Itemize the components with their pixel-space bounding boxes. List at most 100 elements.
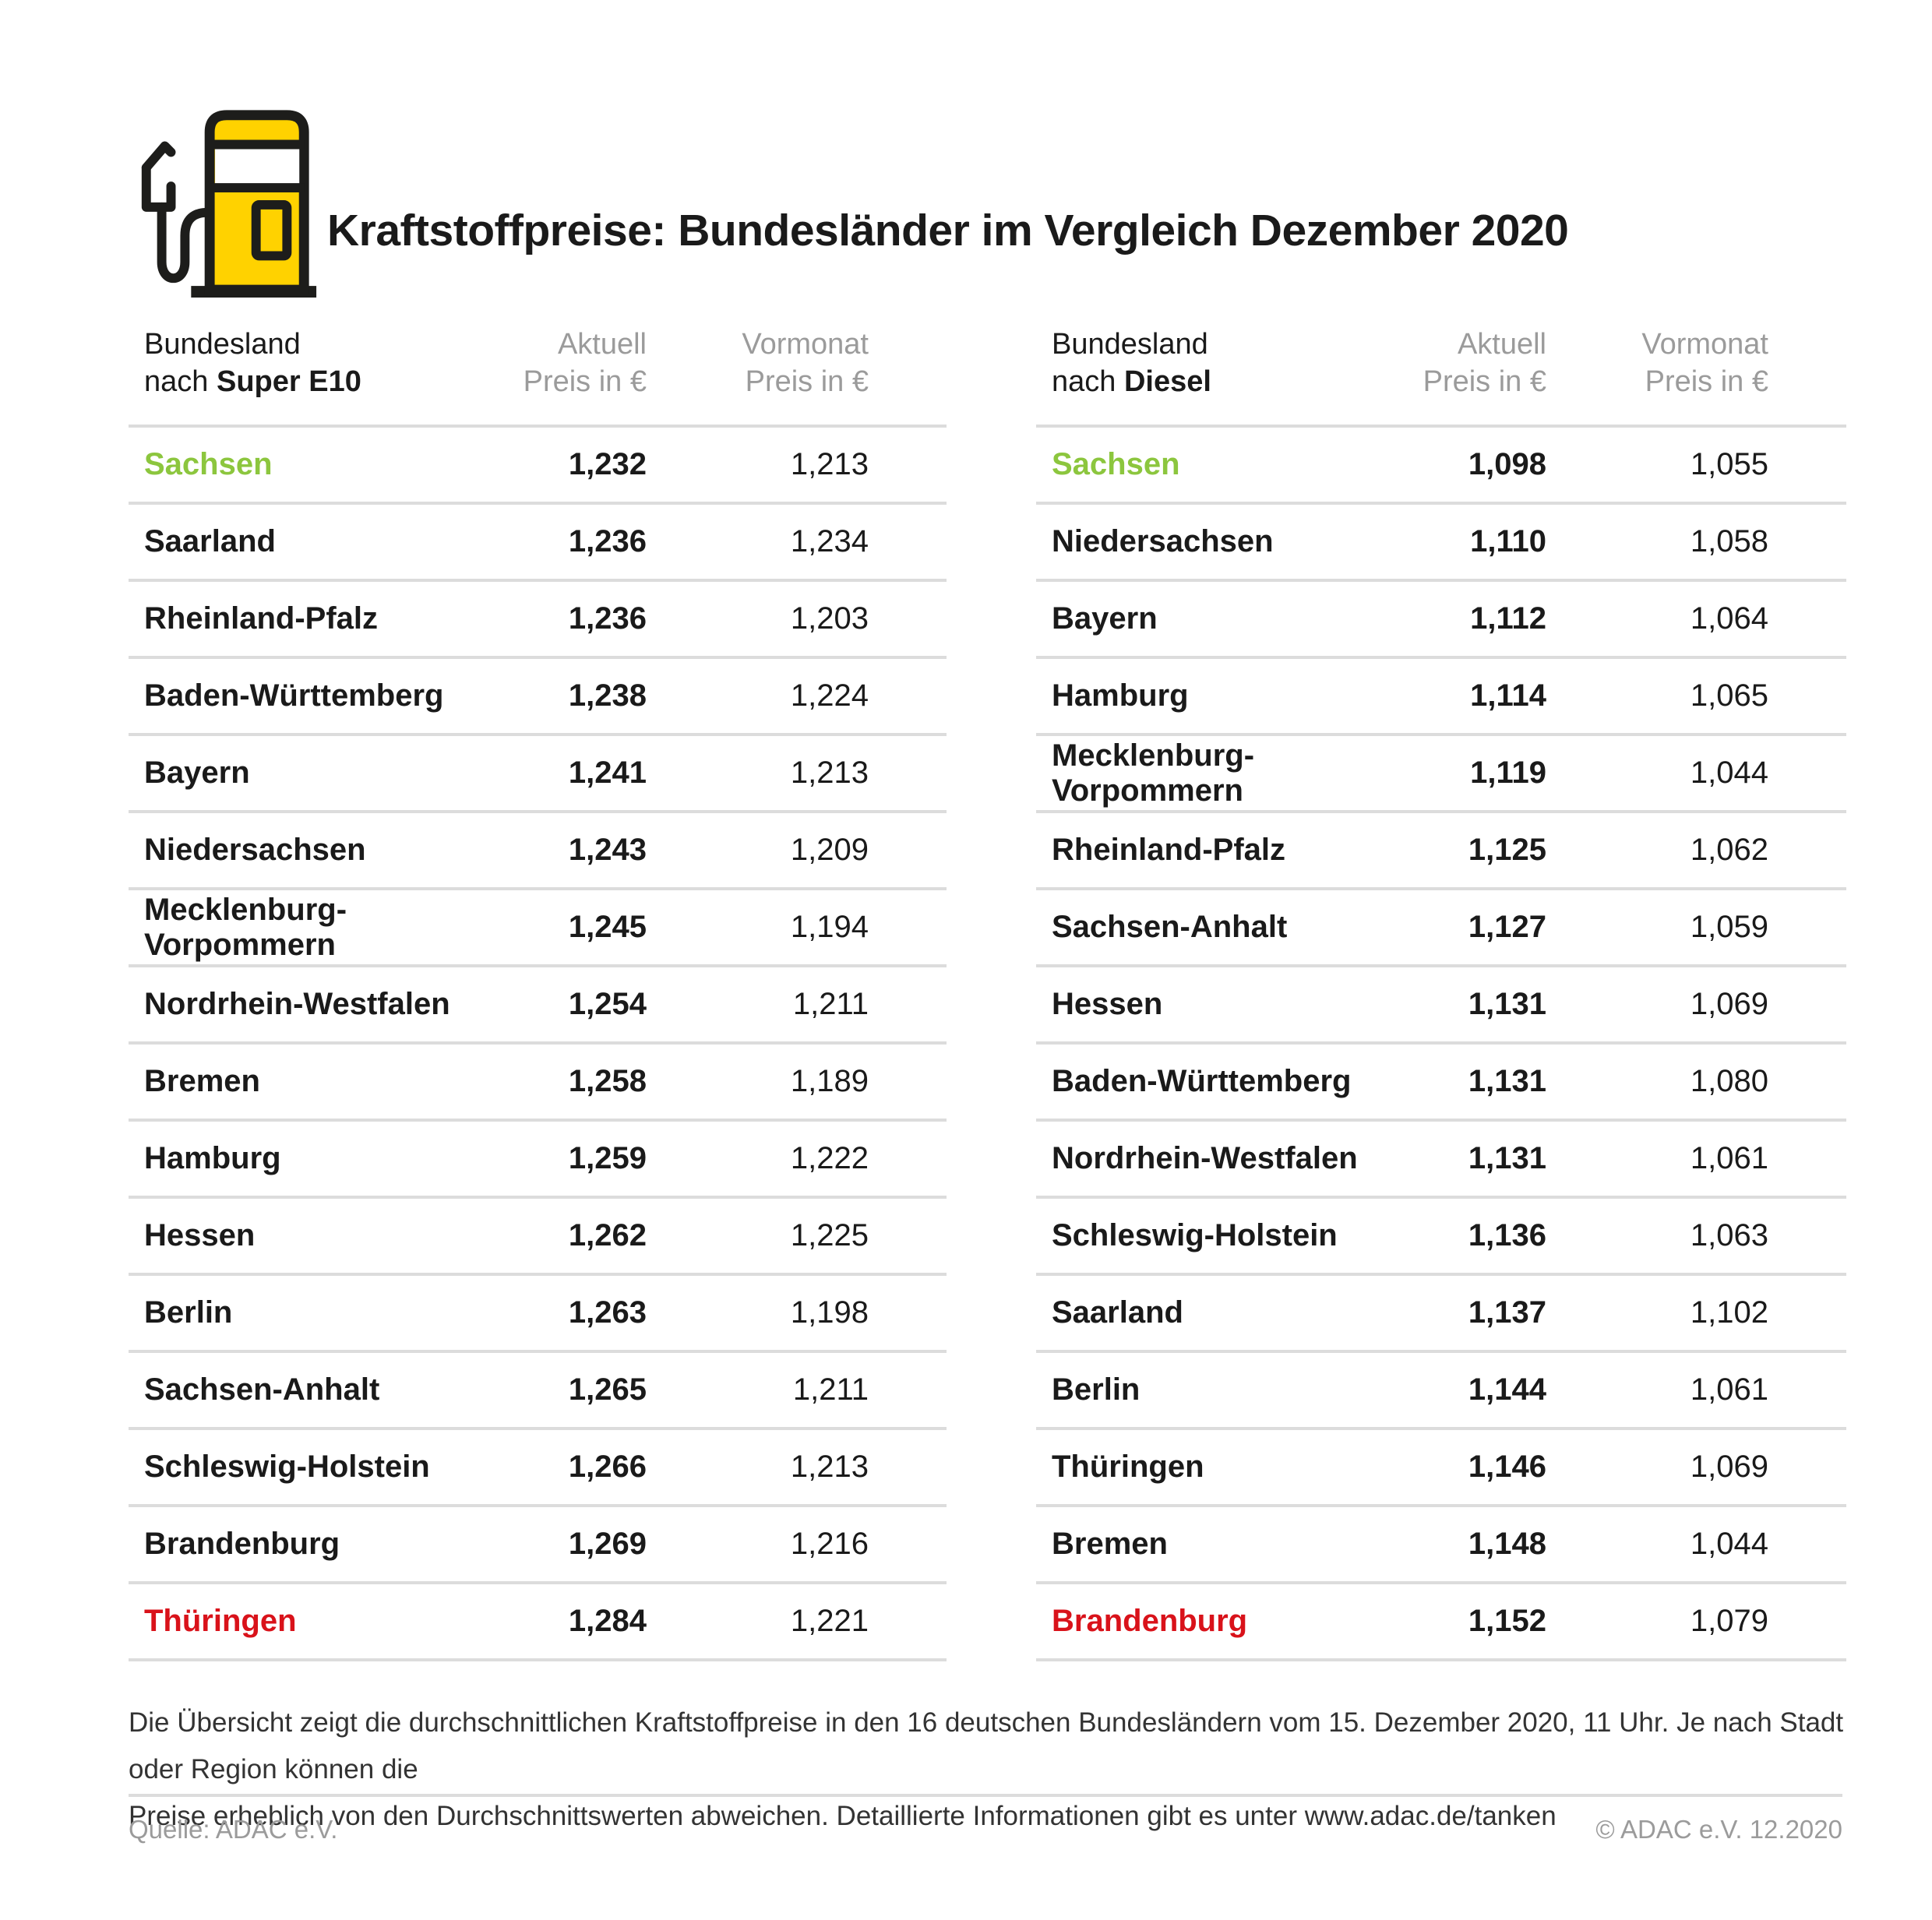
land-name: Nordrhein-Westfalen bbox=[1052, 1141, 1358, 1175]
vormonat-value: 1,211 bbox=[792, 987, 869, 1021]
aktuell-value: 1,232 bbox=[568, 447, 647, 481]
vormonat-value: 1,194 bbox=[790, 910, 869, 944]
table-row: Niedersachsen 1,110 1,058 bbox=[1036, 505, 1846, 582]
land-name: Bayern bbox=[1052, 601, 1158, 636]
table-row: Sachsen-Anhalt 1,127 1,059 bbox=[1036, 890, 1846, 967]
land-name: Hessen bbox=[144, 1218, 256, 1252]
vormonat-value: 1,222 bbox=[790, 1141, 869, 1175]
fuel-type-label: Super E10 bbox=[216, 365, 361, 398]
table-row: Rheinland-Pfalz 1,125 1,062 bbox=[1036, 813, 1846, 890]
vormonat-value: 1,211 bbox=[792, 1372, 869, 1407]
vormonat-value: 1,059 bbox=[1690, 910, 1768, 944]
aktuell-value: 1,254 bbox=[568, 987, 647, 1021]
vormonat-value: 1,213 bbox=[790, 447, 869, 481]
land-name: Mecklenburg-Vorpommern bbox=[144, 892, 347, 962]
land-name: Hamburg bbox=[144, 1141, 281, 1175]
vormonat-value: 1,065 bbox=[1690, 678, 1768, 713]
land-name: Schleswig-Holstein bbox=[144, 1450, 430, 1484]
aktuell-value: 1,265 bbox=[568, 1372, 647, 1407]
table-row: Baden-Württemberg 1,238 1,224 bbox=[129, 659, 947, 736]
column-header-aktuell: Aktuell Preis in € bbox=[523, 328, 647, 398]
aktuell-value: 1,137 bbox=[1468, 1295, 1546, 1330]
table-row: Mecklenburg-Vorpommern 1,245 1,194 bbox=[129, 890, 947, 967]
land-name: Saarland bbox=[1052, 1295, 1183, 1330]
aktuell-value: 1,136 bbox=[1468, 1218, 1546, 1252]
table-body: Sachsen 1,098 1,055 Niedersachsen 1,110 1,058… bbox=[1036, 425, 1846, 1661]
aktuell-value: 1,245 bbox=[568, 910, 647, 944]
table-row: Schleswig-Holstein 1,266 1,213 bbox=[129, 1430, 947, 1507]
aktuell-value: 1,131 bbox=[1468, 1141, 1546, 1175]
column-header-bundesland: Bundesland nach Diesel bbox=[1036, 326, 1391, 425]
pump-window bbox=[251, 199, 292, 261]
column-header-aktuell: Aktuell Preis in € bbox=[1423, 328, 1546, 398]
land-name: Rheinland-Pfalz bbox=[144, 601, 379, 636]
aktuell-value: 1,258 bbox=[568, 1064, 647, 1098]
land-name: Nordrhein-Westfalen bbox=[144, 987, 450, 1021]
column-header-vormonat: Vormonat Preis in € bbox=[1641, 328, 1768, 398]
land-name: Sachsen bbox=[1052, 447, 1180, 481]
land-name: Bremen bbox=[144, 1064, 260, 1098]
aktuell-value: 1,131 bbox=[1468, 987, 1546, 1021]
land-name: Rheinland-Pfalz bbox=[1052, 833, 1286, 867]
vormonat-value: 1,069 bbox=[1690, 987, 1768, 1021]
table-row: Hamburg 1,114 1,065 bbox=[1036, 659, 1846, 736]
table-row: Thüringen 1,146 1,069 bbox=[1036, 1430, 1846, 1507]
land-name: Hamburg bbox=[1052, 678, 1189, 713]
aktuell-value: 1,144 bbox=[1468, 1372, 1546, 1407]
header-prefix: nach bbox=[1052, 365, 1124, 398]
vormonat-value: 1,058 bbox=[1690, 524, 1768, 558]
vormonat-value: 1,213 bbox=[790, 756, 869, 790]
table-row: Hessen 1,262 1,225 bbox=[129, 1199, 947, 1276]
aktuell-value: 1,127 bbox=[1468, 910, 1546, 944]
aktuell-value: 1,284 bbox=[568, 1604, 647, 1638]
vormonat-value: 1,102 bbox=[1690, 1295, 1768, 1330]
land-name: Mecklenburg-Vorpommern bbox=[1052, 738, 1255, 808]
footnote: Die Übersicht zeigt die durchschnittlich… bbox=[129, 1700, 1850, 1840]
aktuell-value: 1,110 bbox=[1470, 524, 1546, 558]
column-header-bundesland: Bundesland nach Super E10 bbox=[129, 326, 491, 425]
vormonat-value: 1,069 bbox=[1690, 1450, 1768, 1484]
vormonat-value: 1,061 bbox=[1690, 1141, 1768, 1175]
table-row: Hamburg 1,259 1,222 bbox=[129, 1122, 947, 1199]
table-body: Sachsen 1,232 1,213 Saarland 1,236 1,234 Rhein… bbox=[129, 425, 947, 1661]
aktuell-value: 1,146 bbox=[1468, 1450, 1546, 1484]
land-name: Thüringen bbox=[1052, 1450, 1204, 1484]
footnote-line1: Die Übersicht zeigt die durchschnittlich… bbox=[129, 1707, 1844, 1784]
table-row: Schleswig-Holstein 1,136 1,063 bbox=[1036, 1199, 1846, 1276]
header-prefix: nach bbox=[144, 365, 217, 398]
aktuell-value: 1,236 bbox=[568, 524, 647, 558]
table-row: Nordrhein-Westfalen 1,254 1,211 bbox=[129, 967, 947, 1045]
vormonat-value: 1,224 bbox=[790, 678, 869, 713]
header-line2: nach Super E10 bbox=[144, 363, 491, 400]
land-name: Niedersachsen bbox=[1052, 524, 1274, 558]
table-row: Sachsen 1,232 1,213 bbox=[129, 428, 947, 505]
aktuell-value: 1,269 bbox=[568, 1527, 647, 1561]
header-line2: nach Diesel bbox=[1052, 363, 1391, 400]
table-row: Nordrhein-Westfalen 1,131 1,061 bbox=[1036, 1122, 1846, 1199]
aktuell-value: 1,259 bbox=[568, 1141, 647, 1175]
vormonat-value: 1,064 bbox=[1690, 601, 1768, 636]
table-row: Saarland 1,137 1,102 bbox=[1036, 1276, 1846, 1353]
vormonat-value: 1,080 bbox=[1690, 1064, 1768, 1098]
vormonat-value: 1,063 bbox=[1690, 1218, 1768, 1252]
header-line1: Bundesland bbox=[144, 328, 301, 361]
spacer bbox=[869, 326, 947, 425]
vormonat-value: 1,198 bbox=[790, 1295, 869, 1330]
land-name: Sachsen bbox=[144, 447, 273, 481]
table-row: Bremen 1,258 1,189 bbox=[129, 1045, 947, 1122]
table-row: Bremen 1,148 1,044 bbox=[1036, 1507, 1846, 1584]
table-row: Bayern 1,112 1,064 bbox=[1036, 582, 1846, 659]
table-super-e10: Bundesland nach Super E10 Aktuell Preis … bbox=[129, 326, 947, 1661]
aktuell-value: 1,119 bbox=[1470, 756, 1546, 790]
vormonat-value: 1,061 bbox=[1690, 1372, 1768, 1407]
table-row: Mecklenburg-Vorpommern 1,119 1,044 bbox=[1036, 736, 1846, 813]
aktuell-value: 1,125 bbox=[1468, 833, 1546, 867]
table-row: Sachsen 1,098 1,055 bbox=[1036, 428, 1846, 505]
table-row: Saarland 1,236 1,234 bbox=[129, 505, 947, 582]
land-name: Berlin bbox=[1052, 1372, 1141, 1407]
aktuell-value: 1,262 bbox=[568, 1218, 647, 1252]
table-header: Bundesland nach Super E10 Aktuell Preis … bbox=[129, 326, 947, 425]
land-name: Sachsen-Anhalt bbox=[1052, 910, 1288, 944]
spacer bbox=[1768, 326, 1846, 425]
